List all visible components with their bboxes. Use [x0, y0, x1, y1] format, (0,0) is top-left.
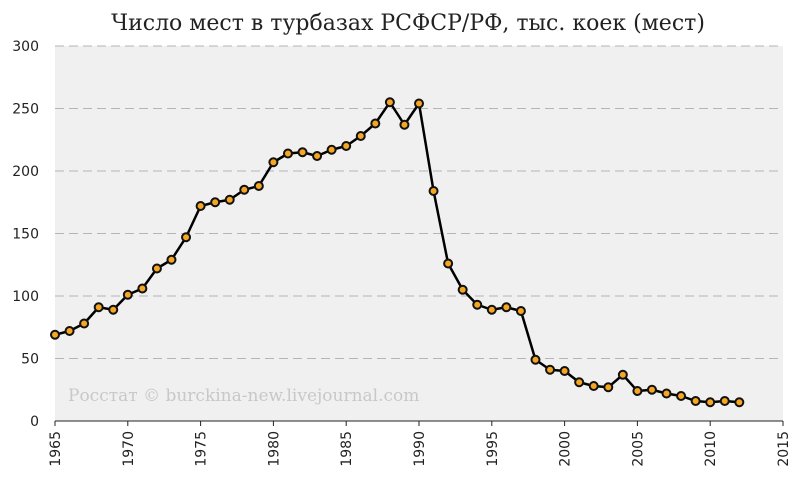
- data-point: [617, 369, 628, 380]
- y-tick-label: 150: [12, 227, 39, 243]
- watermark-text: Росстат © burckina-new.livejournal.com: [68, 386, 419, 406]
- data-point: [545, 364, 556, 375]
- data-point: [137, 283, 148, 294]
- data-point: [384, 97, 395, 108]
- data-point: [282, 148, 293, 159]
- data-point: [734, 397, 745, 408]
- data-point: [253, 181, 264, 191]
- data-point: [457, 284, 468, 295]
- data-point: [486, 304, 497, 315]
- data-point: [181, 232, 192, 243]
- x-tick-label: 1965: [48, 431, 64, 467]
- data-point: [79, 318, 90, 329]
- data-point: [151, 263, 162, 274]
- axes: 0 50 100 150 200 250 300 1965 1970 1975 1980 1985 19…: [12, 39, 792, 467]
- data-point: [93, 302, 104, 313]
- data-point: [661, 388, 672, 399]
- chart-title: Число мест в турбазах РСФСР/РФ, тыс. кое…: [111, 11, 705, 36]
- y-tick-label: 250: [12, 102, 39, 118]
- data-point: [297, 147, 308, 158]
- y-tick-label: 300: [12, 39, 39, 55]
- data-point: [428, 186, 439, 196]
- data-point: [122, 289, 133, 300]
- data-point: [646, 384, 657, 395]
- data-point: [530, 354, 541, 365]
- data-point: [515, 306, 526, 316]
- data-point: [501, 302, 512, 313]
- data-point: [676, 391, 687, 401]
- y-tick-label: 50: [21, 352, 39, 368]
- y-tick-label: 100: [12, 289, 39, 305]
- data-point: [268, 157, 279, 168]
- data-point: [632, 386, 643, 396]
- x-tick-label: 2010: [703, 431, 719, 467]
- data-point: [341, 141, 352, 151]
- y-tick-label: 0: [30, 414, 39, 430]
- data-point: [472, 299, 483, 310]
- x-tick-label: 2015: [776, 431, 792, 467]
- x-tick-label: 2005: [630, 431, 646, 467]
- x-tick-label: 1970: [121, 431, 137, 467]
- data-point: [559, 366, 570, 376]
- data-point: [414, 98, 424, 109]
- data-point: [370, 118, 381, 129]
- data-point: [355, 131, 366, 141]
- x-tick-label: 1980: [266, 431, 282, 467]
- x-tick-label: 1975: [194, 431, 210, 467]
- data-point: [719, 396, 730, 406]
- data-point: [574, 377, 585, 388]
- data-point: [166, 254, 177, 265]
- data-point: [312, 151, 323, 161]
- data-point: [603, 382, 614, 393]
- x-tick-label: 1995: [485, 431, 501, 467]
- data-point: [326, 144, 337, 155]
- data-point: [210, 197, 221, 208]
- data-point: [399, 119, 410, 130]
- y-tick-label: 200: [12, 164, 39, 180]
- data-point: [443, 258, 454, 269]
- x-tick-label: 1990: [412, 431, 428, 467]
- data-point: [224, 194, 235, 205]
- data-point: [195, 201, 206, 211]
- data-point: [239, 184, 250, 195]
- data-point: [64, 326, 75, 336]
- data-point: [108, 304, 119, 315]
- data-point: [705, 397, 716, 408]
- data-point: [50, 329, 60, 340]
- data-point: [588, 381, 599, 391]
- data-series: [50, 97, 745, 408]
- x-tick-label: 2000: [558, 431, 574, 467]
- x-tick-label: 1985: [339, 431, 355, 467]
- data-point: [690, 396, 701, 406]
